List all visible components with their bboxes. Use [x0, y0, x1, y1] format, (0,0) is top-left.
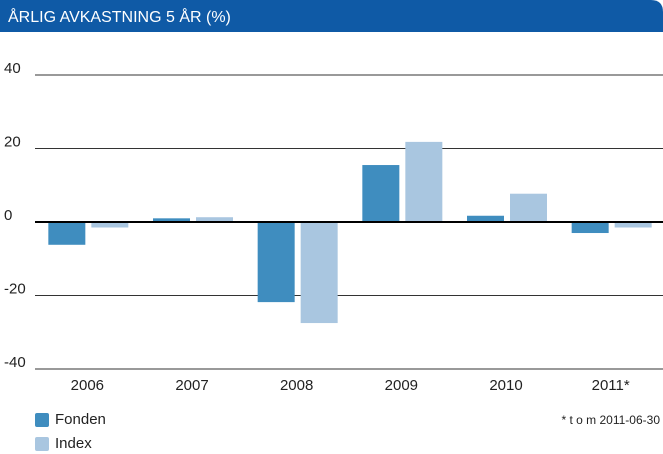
- bar: [614, 222, 652, 228]
- x-tick-label: 2009: [385, 377, 418, 394]
- x-tick-label: 2010: [489, 377, 522, 394]
- y-tick-label: 20: [4, 133, 21, 150]
- x-tick-label: 2006: [71, 377, 104, 394]
- bar: [91, 222, 129, 228]
- bar: [362, 165, 400, 222]
- legend-label: Fonden: [55, 411, 106, 428]
- y-tick-label: -40: [4, 354, 26, 371]
- x-tick-label: 2007: [175, 377, 208, 394]
- title-bar: [0, 0, 663, 32]
- y-tick-label: -20: [4, 280, 26, 297]
- annotation: * t o m 2011-06-30: [561, 413, 660, 427]
- x-tick-label: 2011*: [592, 377, 630, 394]
- bar: [48, 222, 86, 245]
- y-tick-label: 0: [4, 207, 12, 224]
- legend-label: Index: [55, 435, 92, 452]
- bar: [467, 215, 504, 222]
- bar: [153, 218, 190, 222]
- legend-swatch: [35, 413, 49, 427]
- bar: [196, 217, 233, 222]
- chart-title: ÅRLIG AVKASTNING 5 ÅR (%): [8, 7, 231, 26]
- bar: [510, 193, 547, 222]
- x-tick-label: 2008: [280, 377, 313, 394]
- bar: [300, 222, 338, 324]
- y-tick-label: 40: [4, 60, 21, 77]
- bar: [571, 222, 609, 234]
- legend-swatch: [35, 437, 49, 451]
- bar: [405, 141, 443, 222]
- bar: [257, 222, 295, 303]
